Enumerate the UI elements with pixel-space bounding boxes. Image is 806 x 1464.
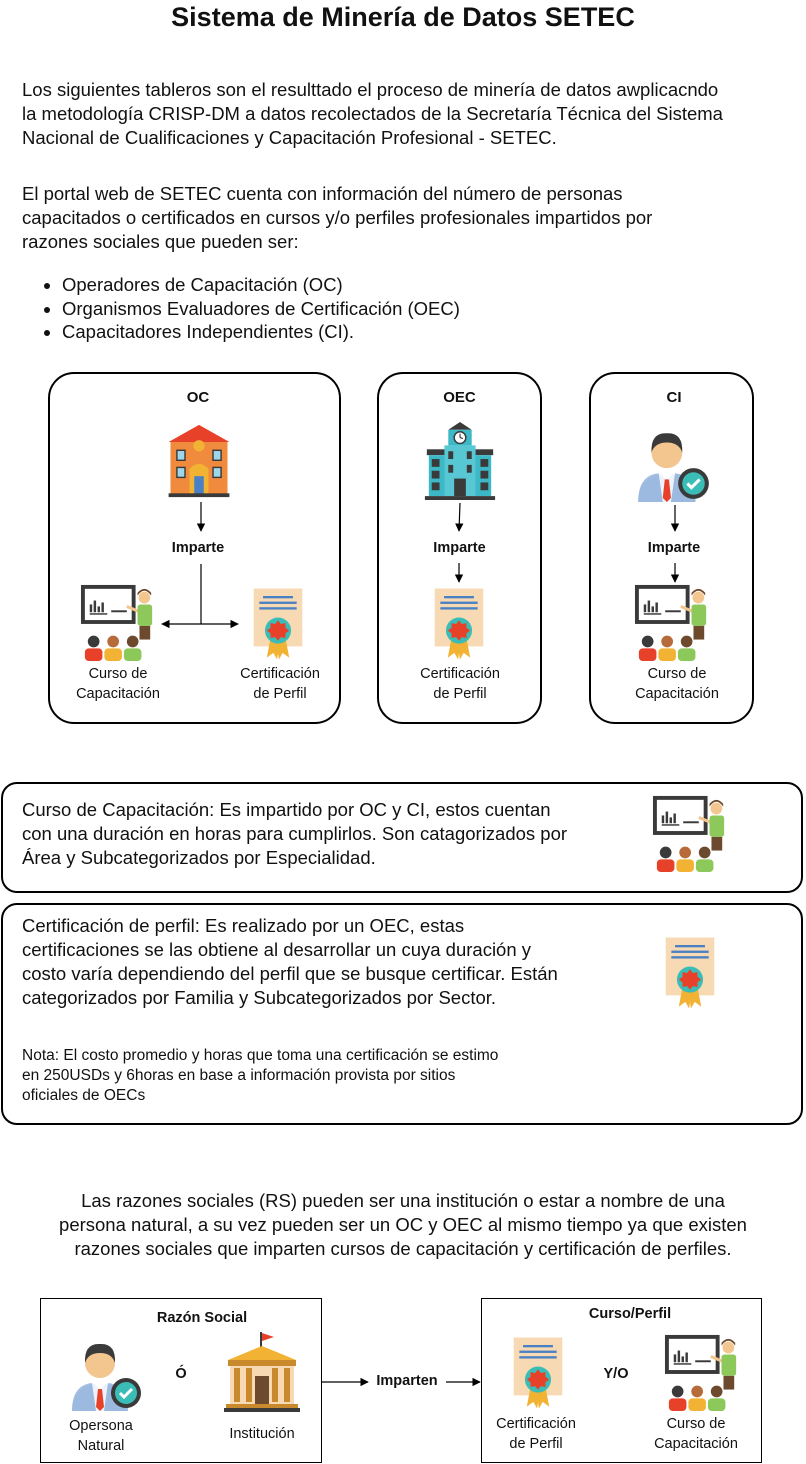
certificate-icon (434, 588, 484, 660)
portal-line: El portal web de SETEC cuenta con inform… (22, 183, 623, 204)
certificate-icon (513, 1337, 563, 1409)
list-item: Capacitadores Independientes (CI). (62, 320, 460, 344)
entity-type-list: Operadores de Capacitación (OC) Organism… (22, 273, 460, 344)
ci-action-label: Imparte (647, 540, 701, 556)
oec-panel-title: OEC (443, 389, 476, 406)
natural-person-label: Opersona Natural (69, 1418, 133, 1454)
ci-course-label: Curso de Capacitación (635, 666, 719, 702)
certificate-icon (665, 937, 715, 1009)
certification-definition-text: Certificación de perfil: Es realizado po… (22, 915, 558, 1008)
bottom-cert-label: Certificación de Perfil (496, 1416, 576, 1452)
rs-paragraph: Las razones sociales (RS) pueden ser una… (59, 1190, 747, 1259)
list-item: Organismos Evaluadores de Certificación … (62, 297, 460, 321)
ci-panel (589, 372, 754, 724)
oc-action-label: Imparte (171, 540, 225, 556)
intro-line: Nacional de Cualificaciones y Capacitaci… (22, 127, 557, 148)
portal-line: capacitados o certificados en cursos y/o… (22, 207, 653, 228)
training-course-icon (634, 583, 708, 661)
institution-icon (224, 1332, 300, 1412)
list-item: Operadores de Capacitación (OC) (62, 273, 460, 297)
portal-line: razones sociales que pueden ser: (22, 231, 299, 252)
razon-social-title: Razón Social (156, 1310, 248, 1326)
intro-paragraph: Los siguientes tableros son el resulttad… (22, 78, 792, 150)
institution-label: Institución (229, 1426, 295, 1442)
curso-perfil-title: Curso/Perfil (588, 1306, 672, 1322)
oec-action-label: Imparte (433, 540, 486, 556)
intro-line: Los siguientes tableros son el resulttad… (22, 79, 719, 100)
training-course-icon (652, 794, 726, 872)
training-course-icon (80, 583, 154, 661)
training-course-icon (664, 1333, 738, 1411)
page-title: Sistema de Minería de Datos SETEC (171, 2, 635, 32)
oec-cert-label: Certificación de Perfil (420, 666, 500, 702)
bottom-course-label: Curso de Capacitación (654, 1416, 738, 1452)
oc-cert-label: Certificación de Perfil (240, 666, 320, 702)
or-label: Ó (175, 1366, 187, 1382)
oc-course-label: Curso de Capacitación (76, 666, 160, 702)
oec-connectors (454, 502, 464, 583)
certificate-icon (253, 588, 303, 660)
course-definition-text: Curso de Capacitación: Es impartido por … (22, 799, 568, 868)
intro-line: la metodología CRISP-DM a datos recolect… (22, 103, 723, 124)
ci-panel-title: CI (666, 389, 682, 406)
cost-note: Nota: El costo promedio y horas que toma… (22, 1047, 499, 1104)
imparten-label: Imparten (376, 1373, 438, 1389)
portal-paragraph: El portal web de SETEC cuenta con inform… (22, 182, 792, 254)
oc-connectors (161, 502, 239, 629)
oc-panel-title: OC (186, 389, 210, 406)
ci-connectors (670, 505, 680, 583)
imparten-connectors (322, 1377, 481, 1387)
and-or-label: Y/O (603, 1366, 629, 1382)
person-icon (70, 1342, 143, 1413)
